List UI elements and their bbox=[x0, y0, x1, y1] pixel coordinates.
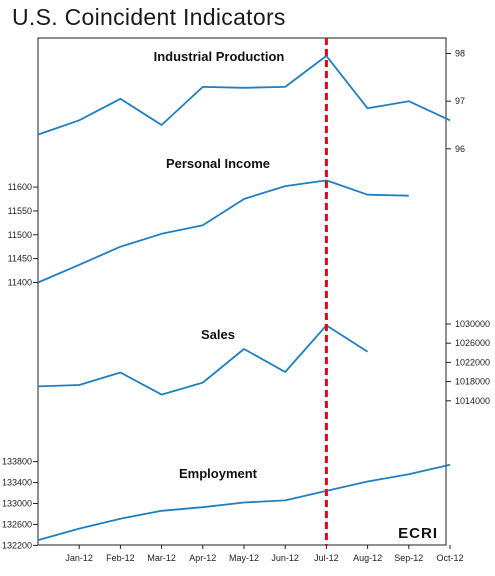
y-tick-label: 1022000 bbox=[455, 357, 490, 367]
x-tick-label: Jun-12 bbox=[271, 553, 299, 563]
series-line-industrial-production bbox=[37, 55, 451, 136]
y-tick-label: 11500 bbox=[8, 230, 32, 240]
series-label: Industrial Production bbox=[154, 49, 285, 64]
y-tick-label: 133000 bbox=[2, 499, 32, 509]
x-tick-label: Oct-12 bbox=[436, 553, 463, 563]
y-tick-label: 11400 bbox=[8, 277, 32, 287]
series-line-personal-income bbox=[37, 179, 409, 284]
y-tick-label: 11450 bbox=[8, 254, 32, 264]
series-label: Personal Income bbox=[166, 156, 270, 171]
x-tick-label: Mar-12 bbox=[147, 553, 176, 563]
y-tick-label: 132600 bbox=[2, 519, 32, 529]
ecri-logo: ECRI bbox=[398, 525, 438, 542]
x-tick-label: Aug-12 bbox=[353, 553, 382, 563]
y-tick-label: 1018000 bbox=[455, 377, 490, 387]
y-tick-label: 96 bbox=[455, 144, 465, 154]
x-tick-label: Apr-12 bbox=[189, 553, 216, 563]
x-tick-label: Feb-12 bbox=[106, 553, 135, 563]
y-tick-label: 1014000 bbox=[455, 396, 490, 406]
y-tick-label: 97 bbox=[455, 96, 465, 106]
y-tick-label: 132200 bbox=[2, 540, 32, 550]
chart-title: U.S. Coincident Indicators bbox=[12, 4, 286, 30]
series-line-sales bbox=[37, 324, 369, 396]
series-label: Employment bbox=[179, 466, 258, 481]
y-tick-label: 1026000 bbox=[455, 338, 490, 348]
y-tick-label: 133800 bbox=[2, 457, 32, 467]
x-tick-label: Jan-12 bbox=[65, 553, 93, 563]
series-line-employment bbox=[37, 463, 451, 541]
y-tick-label: 133400 bbox=[2, 478, 32, 488]
y-tick-label: 1030000 bbox=[455, 319, 490, 329]
series-label: Sales bbox=[201, 327, 235, 342]
x-tick-label: Sep-12 bbox=[394, 553, 423, 563]
plot-frame bbox=[37, 37, 447, 546]
x-tick-label: May-12 bbox=[229, 553, 259, 563]
y-tick-label: 98 bbox=[455, 49, 465, 59]
y-tick-label: 11600 bbox=[8, 182, 32, 192]
x-tick-label: Jul-12 bbox=[314, 553, 339, 563]
y-tick-label: 11550 bbox=[8, 206, 32, 216]
